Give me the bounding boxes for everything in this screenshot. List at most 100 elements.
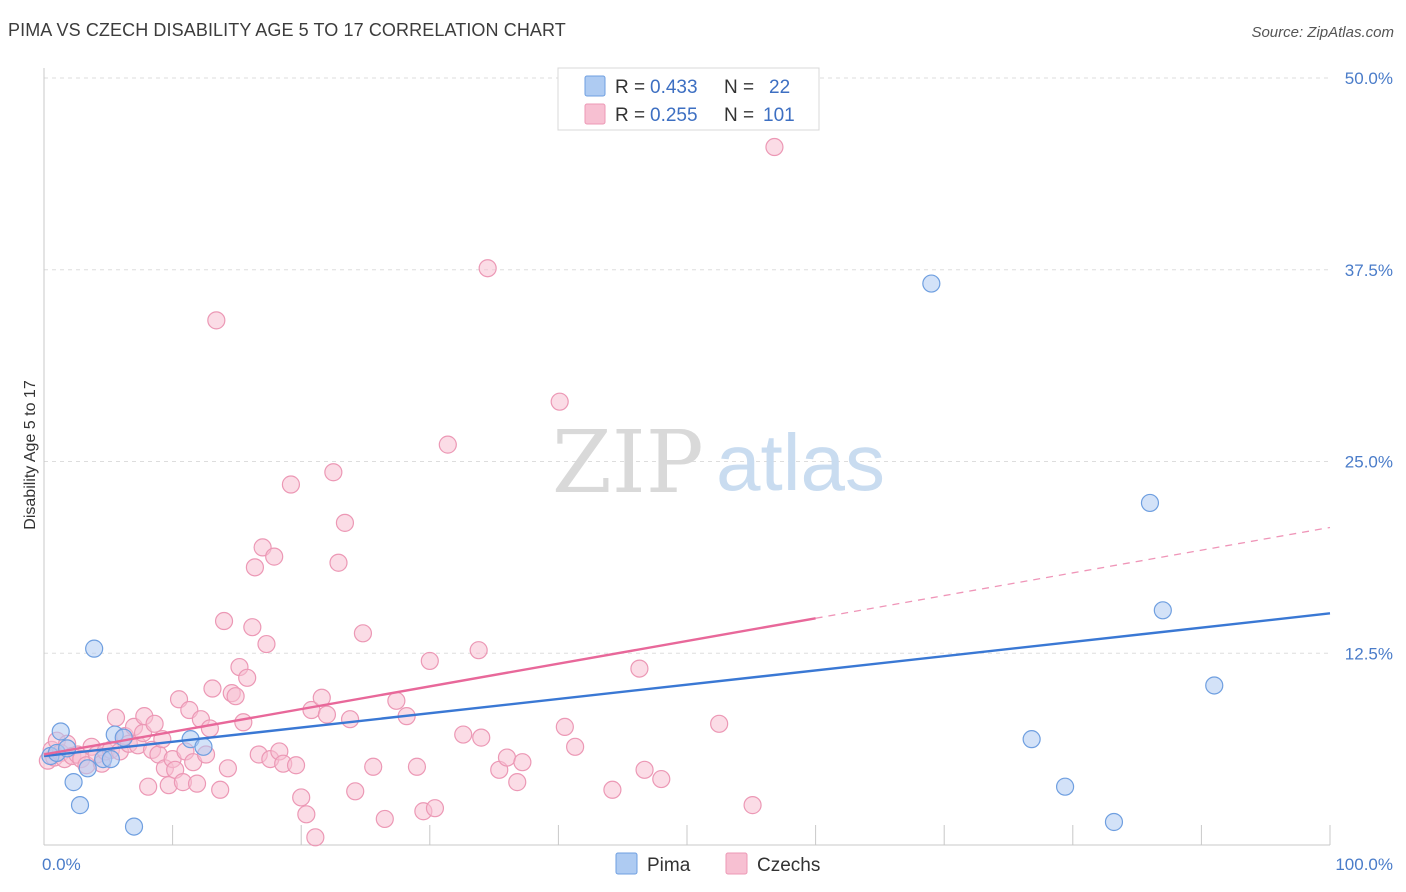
watermark-atlas: atlas: [716, 418, 885, 507]
y-tick-label: 25.0%: [1345, 453, 1393, 472]
bottom-legend-label-czechs: Czechs: [757, 855, 820, 876]
czech-point: [234, 713, 253, 732]
czech-point: [472, 728, 491, 747]
czech-point: [207, 311, 226, 330]
bottom-legend-swatch-czechs: [725, 852, 748, 875]
czech-point: [257, 634, 276, 654]
pima-point: [1055, 777, 1075, 796]
czech-point: [630, 659, 649, 678]
bottom-legend-swatch-pima: [615, 852, 638, 875]
czech-point: [238, 668, 257, 687]
legend-n-value-pima: 22: [769, 77, 790, 98]
x-tick-label: 100.0%: [1335, 855, 1393, 874]
czech-point: [340, 710, 360, 729]
czech-point: [478, 259, 497, 278]
correlation-legend: R = 0.433 N = 22 R = 0.255 N = 101: [557, 67, 820, 131]
czech-point: [420, 651, 439, 671]
czech-point: [364, 757, 383, 776]
czech-point: [218, 759, 237, 778]
czech-point: [286, 756, 306, 775]
pima-point: [101, 749, 120, 769]
watermark-zip: ZIP: [552, 413, 704, 513]
czech-point: [407, 757, 427, 776]
pima-point: [64, 773, 83, 792]
czech-point: [203, 679, 222, 698]
czech-trend-extension: [815, 526, 1331, 619]
czech-point: [214, 611, 234, 631]
legend-n-label-czechs: N =: [724, 105, 754, 126]
bottom-legend-label-pima: Pima: [647, 855, 691, 876]
czech-point: [145, 714, 164, 733]
legend-r-label-pima: R =: [615, 77, 645, 98]
y-axis-title: Disability Age 5 to 17: [22, 380, 39, 530]
czech-point: [497, 748, 517, 767]
watermark: ZIP atlas: [552, 413, 885, 513]
czech-point: [550, 392, 569, 411]
czech-point: [317, 705, 337, 724]
czech-point: [743, 796, 762, 815]
czech-point: [387, 691, 406, 710]
pima-point: [1104, 812, 1124, 832]
pima-point: [114, 728, 133, 747]
legend-swatch-czechs: [584, 103, 606, 125]
czech-point: [375, 809, 394, 829]
czech-point: [245, 558, 265, 577]
czech-point: [603, 780, 622, 799]
czech-point: [566, 737, 585, 756]
czech-point: [306, 828, 325, 847]
czech-point: [652, 769, 671, 789]
czech-point: [187, 774, 207, 793]
czech-point: [454, 725, 473, 744]
czech-point: [226, 687, 245, 706]
pima-point: [124, 817, 144, 836]
y-tick-label: 12.5%: [1345, 644, 1393, 663]
y-tick-label: 37.5%: [1345, 261, 1393, 280]
legend-n-label-pima: N =: [724, 77, 754, 98]
czech-point: [710, 714, 729, 733]
czech-point: [211, 780, 230, 799]
czech-point: [329, 553, 348, 572]
czech-point: [265, 547, 284, 566]
pima-trend-line: [43, 612, 1331, 758]
czech-point: [425, 799, 445, 818]
pima-point: [922, 274, 941, 293]
czech-point: [353, 624, 373, 643]
czech-point: [139, 777, 158, 796]
czech-point: [635, 760, 654, 779]
czech-point: [281, 475, 301, 494]
legend-swatch-pima: [584, 75, 606, 97]
czech-point: [335, 513, 355, 532]
legend-r-value-czechs: 0.255: [650, 105, 698, 126]
grid-lines: [44, 77, 1330, 654]
czech-point: [243, 618, 262, 637]
y-tick-label: 50.0%: [1345, 69, 1393, 88]
legend-r-value-pima: 0.433: [650, 77, 698, 98]
pima-point: [194, 737, 213, 756]
trend-lines: [43, 526, 1331, 758]
czech-point: [106, 708, 126, 727]
czech-point: [469, 641, 488, 660]
pima-point: [1022, 730, 1041, 749]
pima-point: [85, 639, 104, 658]
czech-point: [346, 782, 365, 801]
czech-point: [555, 717, 574, 736]
czech-point: [765, 137, 784, 157]
axes: [43, 68, 1331, 846]
pima-point: [78, 759, 97, 778]
pima-point: [51, 722, 70, 741]
series-legend: Pima Czechs: [615, 852, 820, 876]
pima-point: [70, 796, 90, 815]
pima-point: [1205, 676, 1224, 695]
czech-trend-line: [43, 617, 816, 756]
source-credit: Source: ZipAtlas.com: [1251, 24, 1394, 41]
czech-point: [438, 435, 457, 454]
czech-point: [297, 805, 316, 824]
legend-r-label-czechs: R =: [615, 105, 645, 126]
chart-title: PIMA VS CZECH DISABILITY AGE 5 TO 17 COR…: [8, 20, 566, 40]
czech-point: [324, 463, 343, 482]
pima-point: [1153, 601, 1172, 620]
czech-point: [200, 719, 219, 738]
czech-point: [292, 788, 311, 807]
czech-point: [513, 753, 532, 772]
